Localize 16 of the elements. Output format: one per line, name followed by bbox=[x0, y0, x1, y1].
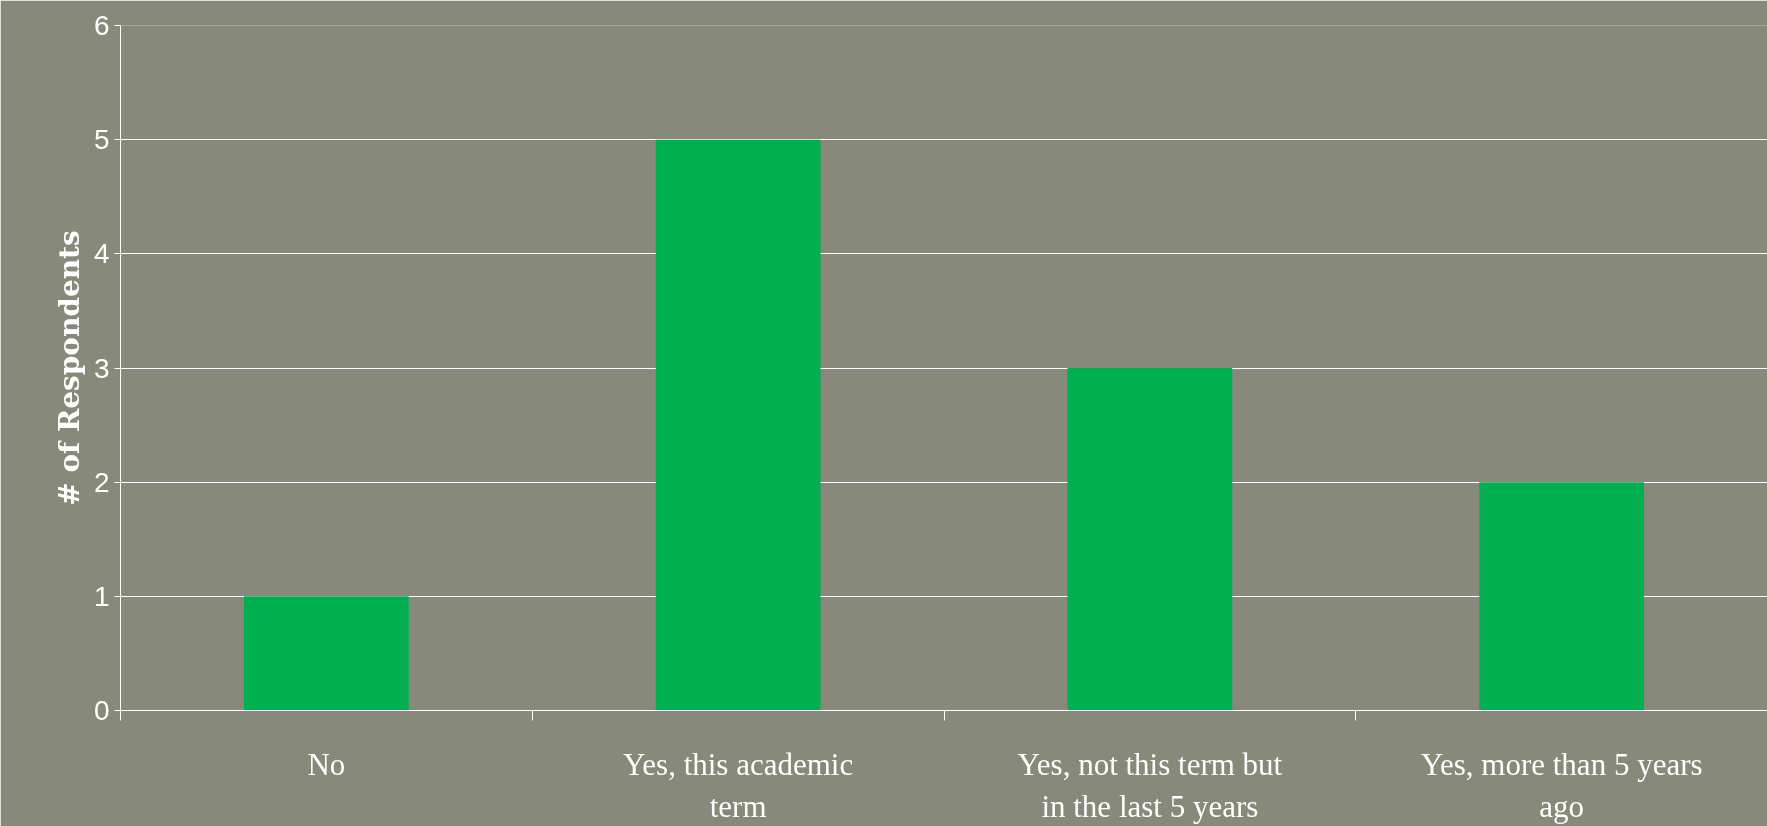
bar bbox=[244, 596, 409, 711]
x-tick-label: No bbox=[307, 746, 346, 782]
bar bbox=[655, 139, 821, 711]
y-tick-label: 6 bbox=[93, 10, 110, 41]
bar bbox=[1479, 482, 1644, 711]
y-tick-label: 5 bbox=[93, 124, 110, 156]
x-tick-label: Yes, more than 5 years ago bbox=[1420, 746, 1703, 824]
y-tick-label: 0 bbox=[93, 695, 110, 726]
y-tick-label: 4 bbox=[93, 238, 110, 270]
bar bbox=[1067, 368, 1233, 711]
y-axis-title: # of Respondents bbox=[52, 230, 86, 506]
x-tick-label: Yes, not this term but in the last 5 years bbox=[1017, 746, 1283, 824]
x-tick-label: Yes, this academic term bbox=[623, 746, 854, 824]
y-tick-label: 2 bbox=[93, 466, 110, 498]
y-tick-label: 3 bbox=[93, 352, 110, 384]
y-tick-label: 1 bbox=[93, 580, 110, 612]
